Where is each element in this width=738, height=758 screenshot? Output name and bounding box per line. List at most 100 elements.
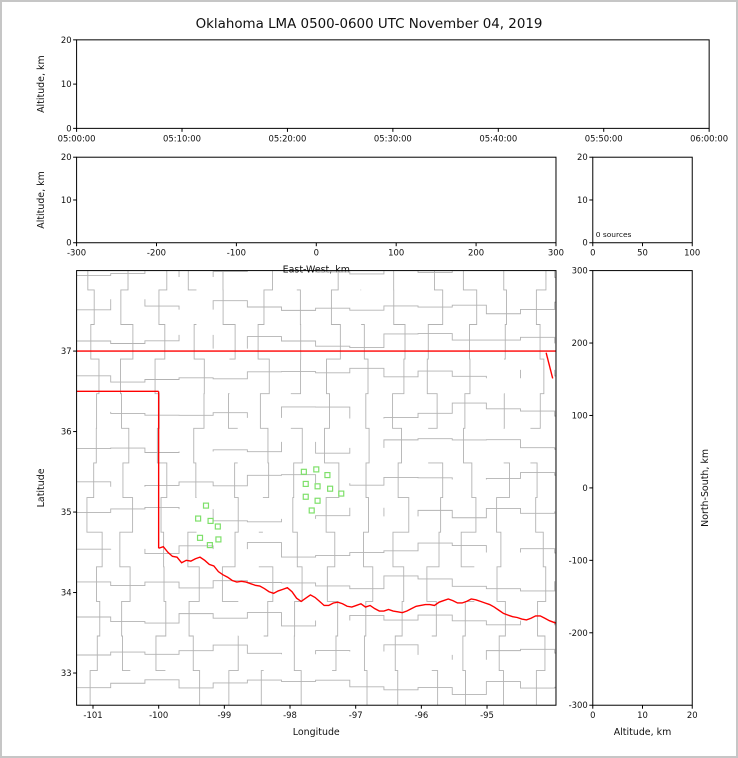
y-tick-label: 20 [61, 35, 72, 45]
station-marker [308, 507, 315, 514]
station-marker [302, 493, 309, 500]
y-tick-label: 100 [572, 410, 588, 420]
station-marker [302, 480, 309, 488]
county-borders [76, 270, 556, 706]
station-marker [196, 534, 204, 541]
panel-altitude-histogram: 0 50 100 0 10 20 0 sources [577, 152, 700, 257]
x-tick-label: 200 [468, 248, 484, 258]
x-tick-label: 05:30:00 [374, 133, 412, 143]
y-tick-label: 0 [66, 123, 71, 133]
y-tick-label: 10 [577, 195, 588, 205]
station-marker [206, 542, 213, 549]
x-axis-label: Longitude [293, 727, 340, 738]
y-tick-label: 35 [61, 507, 72, 517]
x-tick-label: -95 [480, 710, 494, 720]
x-tick-label: 300 [548, 248, 564, 258]
x-tick-label: 50 [637, 248, 648, 258]
panel-frame [76, 156, 557, 244]
panel-frame [592, 270, 693, 706]
x-tick-label: 05:00:00 [58, 133, 96, 143]
county-line [119, 270, 134, 672]
county-line [77, 334, 556, 349]
panel-plan-view: -101 -100 -99 -98 -97 -96 -95 33 34 35 36 37 Longitu… [36, 270, 557, 738]
x-tick-label: -300 [67, 248, 86, 258]
red-river-border [158, 545, 556, 624]
county-line [496, 270, 510, 706]
panel-ew-height: -300 -200 -100 0 100 200 300 0 10 20 East-West, km… [36, 152, 564, 275]
station-marker [215, 536, 222, 543]
county-line [76, 438, 556, 454]
county-line [361, 271, 373, 706]
y-axis-label: North-South, km [700, 449, 711, 527]
y-tick-label: 33 [61, 668, 72, 678]
county-line [76, 644, 556, 660]
county-line [221, 270, 239, 706]
x-tick-label: -100 [227, 248, 246, 258]
county-line [76, 299, 556, 315]
x-tick-label: -98 [283, 710, 297, 720]
station-marker [327, 485, 334, 492]
county-line [291, 271, 302, 706]
panel-frame [76, 39, 710, 129]
x-tick-label: 06:00:00 [690, 133, 728, 143]
county-line [460, 270, 478, 706]
state-borders [76, 350, 556, 624]
x-tick-label: -97 [349, 710, 363, 720]
station-marker [195, 515, 202, 522]
station-marker [314, 483, 321, 490]
y-tick-label: 10 [61, 195, 72, 205]
station-marker [300, 468, 307, 475]
station-marker [202, 502, 210, 509]
y-tick-label: 0 [582, 238, 587, 248]
x-tick-label: -200 [147, 248, 166, 258]
county-line [76, 270, 556, 278]
county-line [392, 270, 410, 706]
county-line [257, 270, 274, 706]
county-line [86, 270, 103, 706]
x-tick-label: 100 [684, 248, 700, 258]
panel-frame [592, 156, 693, 244]
x-tick-label: 0 [314, 248, 319, 258]
y-tick-label: 34 [61, 588, 72, 598]
x-tick-label: 05:20:00 [268, 133, 306, 143]
x-tick-label: 05:50:00 [585, 133, 623, 143]
station-marker [313, 466, 320, 473]
y-axis-label: Altitude, km [36, 171, 47, 229]
x-tick-label: 05:40:00 [479, 133, 517, 143]
panel-frame [76, 270, 557, 706]
y-tick-label: -200 [569, 628, 588, 638]
x-tick-label: 0 [590, 710, 595, 720]
y-tick-label: 37 [61, 346, 72, 356]
x-tick-label: 0 [590, 248, 595, 258]
county-line [530, 270, 547, 706]
county-line [187, 270, 205, 706]
x-tick-label: 10 [637, 710, 648, 720]
county-line [76, 679, 556, 695]
county-line [76, 612, 556, 627]
source-count-annotation: 0 sources [596, 230, 632, 239]
lma-stations [195, 466, 345, 549]
county-line [76, 472, 556, 487]
county-line [324, 270, 341, 672]
x-tick-label: 05:10:00 [163, 133, 201, 143]
county-line [110, 402, 556, 419]
county-line [77, 576, 556, 591]
x-axis-label: East-West, km [283, 265, 350, 276]
panel-time-height: 05:00:00 05:10:00 05:20:00 05:30:00 05:40:00… [36, 35, 728, 143]
y-axis-label: Altitude, km [36, 55, 47, 113]
y-tick-label: 10 [61, 79, 72, 89]
station-marker [324, 471, 331, 479]
figure-title: Oklahoma LMA 0500-0600 UTC November 04, … [196, 17, 543, 32]
county-line [77, 507, 556, 521]
station-marker [338, 490, 345, 497]
y-tick-label: 0 [66, 238, 71, 248]
y-tick-label: 20 [577, 152, 588, 162]
y-axis-label: Latitude [36, 468, 47, 507]
county-line [76, 367, 556, 383]
county-line [426, 270, 444, 706]
y-tick-label: 300 [572, 266, 588, 276]
panel-ns-height: 0 10 20 -300 -200 -100 0 100 200 300 Altitude, km N… [569, 266, 712, 738]
y-tick-label: -100 [569, 555, 588, 565]
